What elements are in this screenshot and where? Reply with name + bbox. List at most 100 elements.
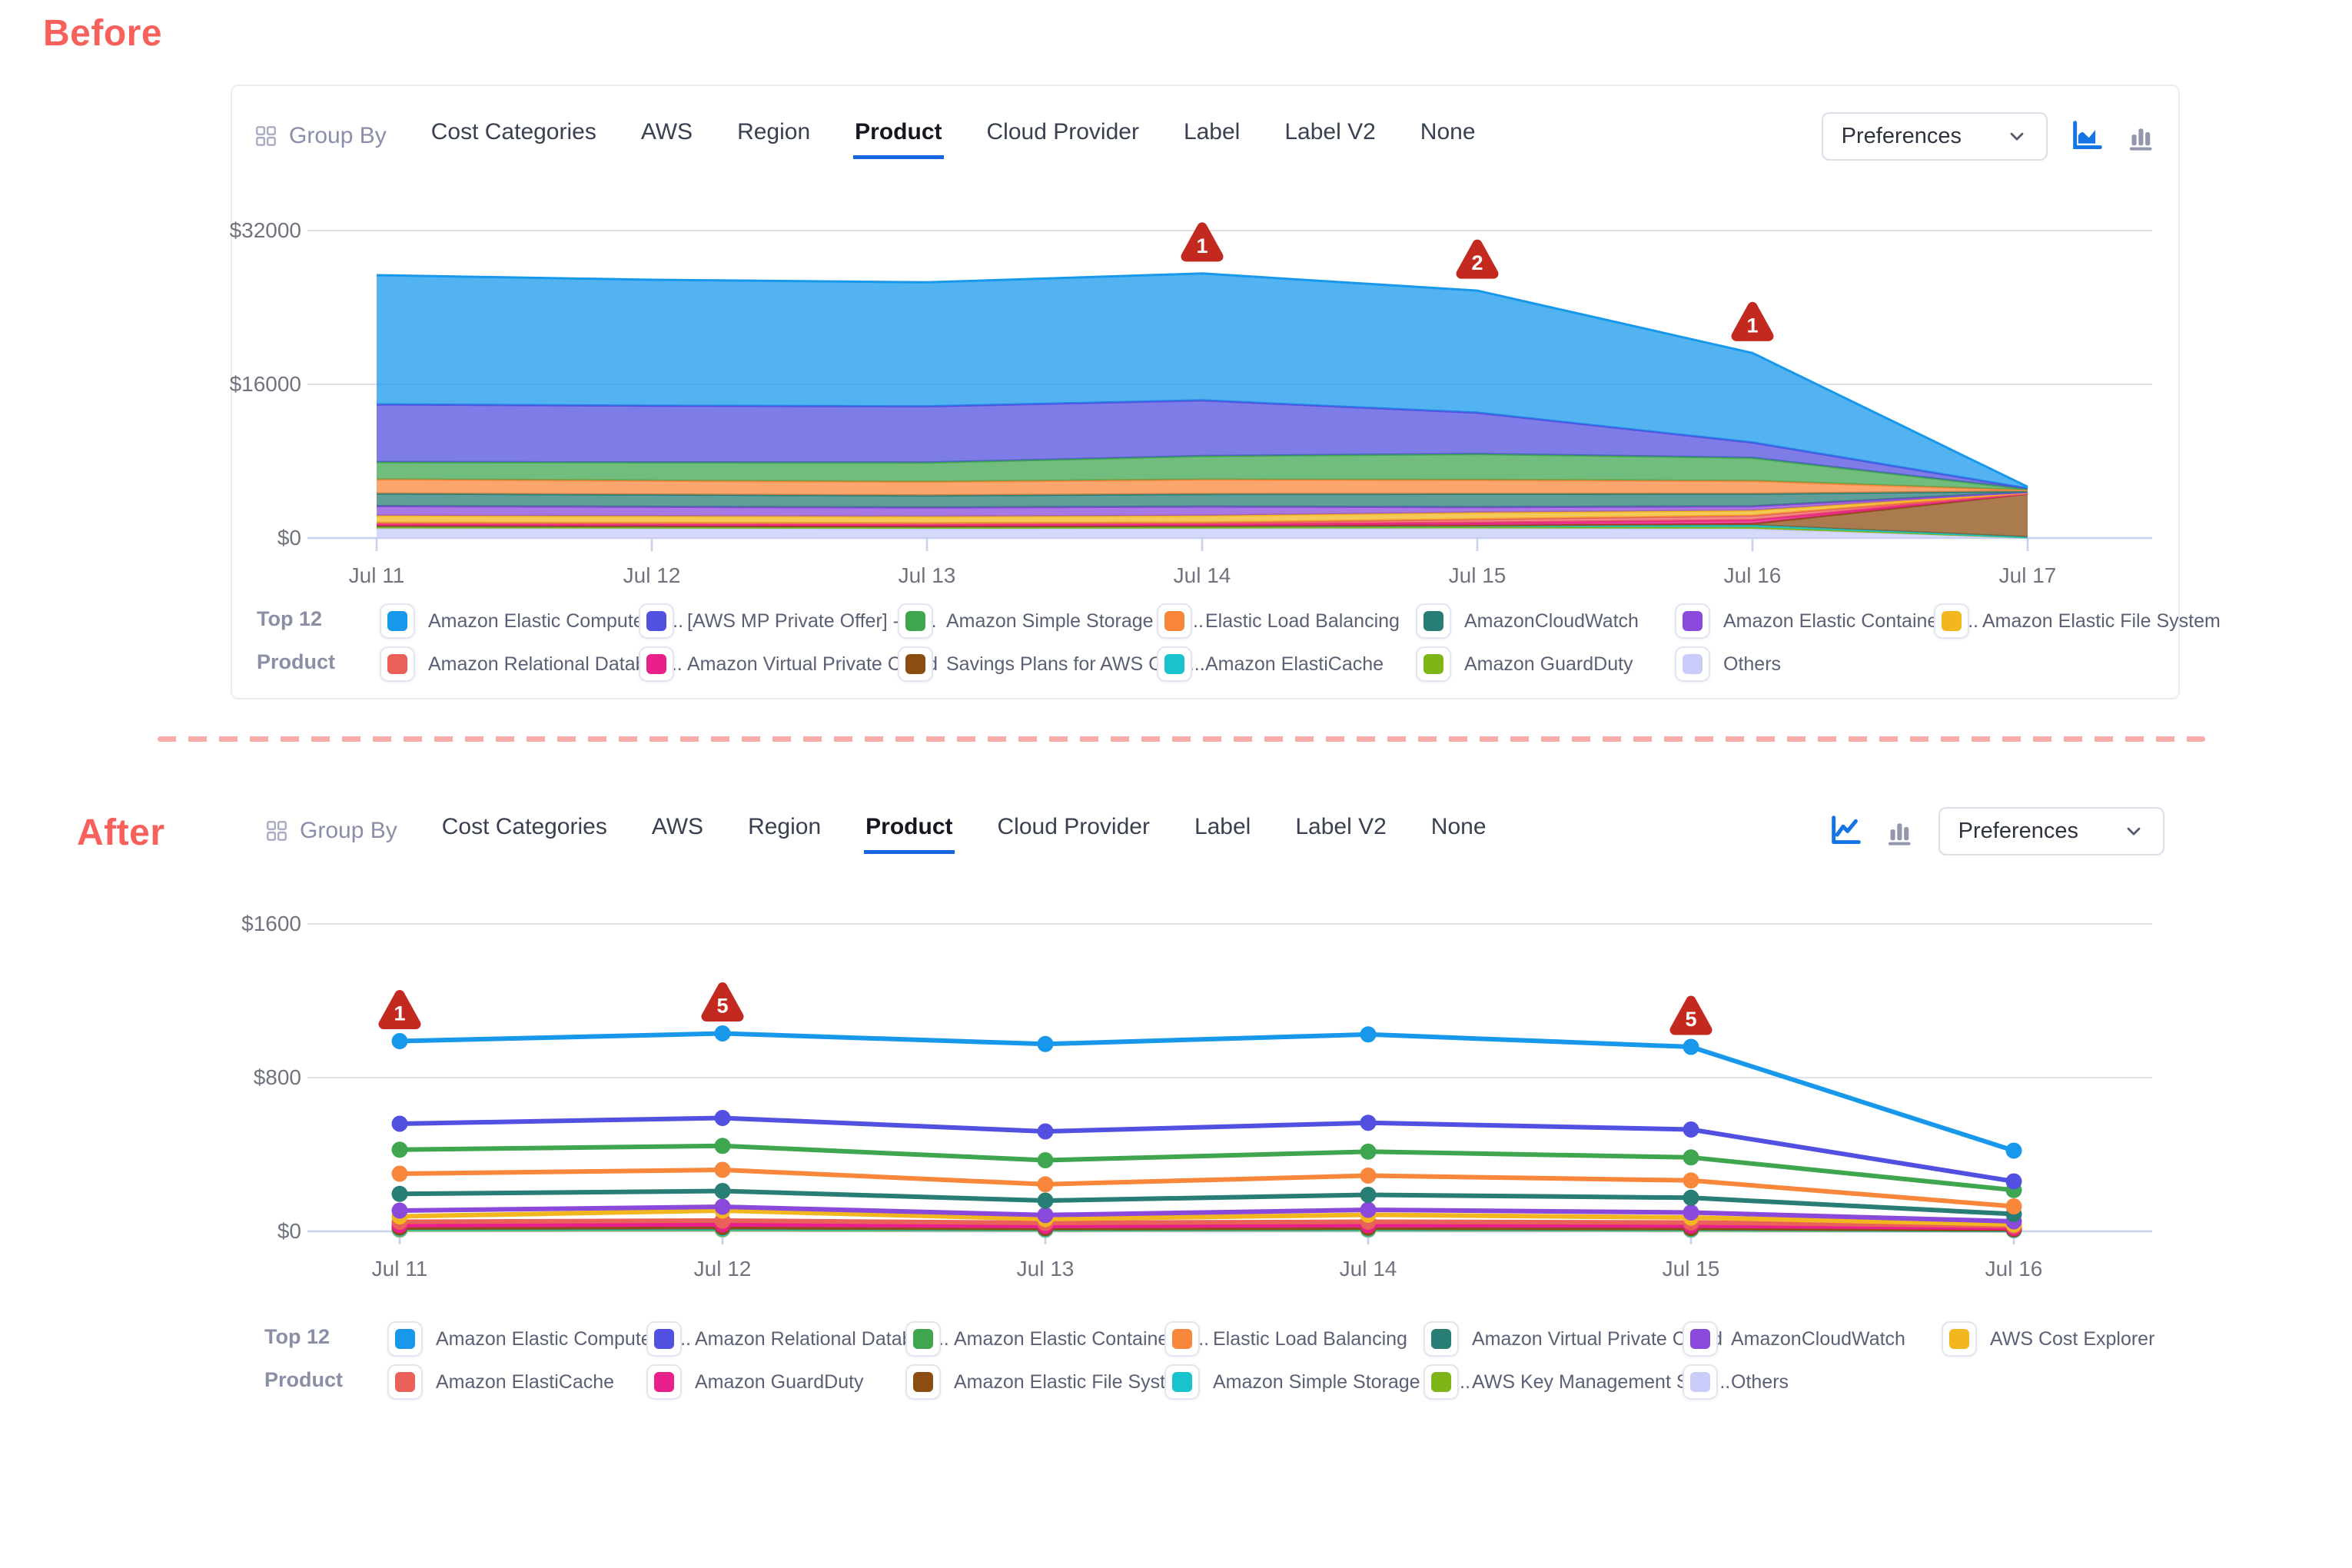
chevron-down-icon bbox=[2006, 125, 2028, 147]
legend-item[interactable]: Amazon ElastiCache bbox=[387, 1360, 646, 1404]
legend-item[interactable]: Others bbox=[1683, 1360, 1942, 1404]
legend-swatch bbox=[380, 646, 415, 682]
tab-aws[interactable]: AWS bbox=[640, 119, 693, 145]
legend-swatch bbox=[387, 1321, 423, 1357]
after-legend: Top 12 Product Amazon Elastic Compute Cl… bbox=[264, 1317, 2201, 1404]
legend-label: AWS Cost Explorer bbox=[1990, 1327, 2155, 1350]
tab-none[interactable]: None bbox=[1430, 814, 1487, 839]
legend-item[interactable]: Amazon Elastic Container S... bbox=[905, 1317, 1209, 1360]
bar-chart-icon[interactable] bbox=[2123, 118, 2158, 154]
group-by-text: Group By bbox=[300, 818, 397, 843]
tab-label-v2[interactable]: Label V2 bbox=[1284, 119, 1376, 145]
legend-item[interactable]: Amazon GuardDuty bbox=[646, 1360, 905, 1404]
chart-type-toggles bbox=[2069, 118, 2158, 154]
tab-cloud-provider[interactable]: Cloud Provider bbox=[986, 119, 1139, 145]
legend-swatch bbox=[1416, 603, 1451, 639]
legend-item[interactable]: Amazon ElastiCache bbox=[1157, 643, 1416, 686]
legend-item[interactable]: [AWS MP Private Offer] - M... bbox=[639, 600, 937, 643]
legend-label: Amazon ElastiCache bbox=[436, 1370, 615, 1393]
legend-label: Amazon ElastiCache bbox=[1205, 653, 1384, 675]
legend-label: Elastic Load Balancing bbox=[1205, 610, 1400, 632]
legend-item[interactable]: Amazon GuardDuty bbox=[1416, 643, 1675, 686]
legend-title-line1: Top 12 bbox=[257, 607, 323, 630]
svg-text:Jul 15: Jul 15 bbox=[1663, 1257, 1720, 1281]
legend-swatch bbox=[898, 603, 933, 639]
tab-region[interactable]: Region bbox=[737, 119, 811, 145]
svg-text:Jul 12: Jul 12 bbox=[694, 1257, 752, 1281]
tab-cost-categories[interactable]: Cost Categories bbox=[441, 814, 607, 839]
legend-item[interactable]: Amazon Elastic Compute Cl... bbox=[380, 600, 683, 643]
legend-item[interactable]: Amazon Simple Storage Ser... bbox=[1164, 1360, 1470, 1404]
preferences-dropdown[interactable]: Preferences bbox=[1821, 111, 2048, 161]
legend-item[interactable]: Amazon Relational Databas... bbox=[380, 643, 683, 686]
legend-title-line2: Product bbox=[264, 1368, 344, 1391]
svg-text:$0: $0 bbox=[277, 1219, 301, 1243]
legend-items: Amazon Elastic Compute Cl... [AWS MP Priv… bbox=[380, 600, 2221, 686]
legend-swatch bbox=[1423, 1321, 1459, 1357]
legend-swatch bbox=[1423, 1364, 1459, 1400]
legend-item[interactable]: Amazon Virtual Private Cloud bbox=[1423, 1317, 1722, 1360]
legend-item[interactable]: Amazon Elastic File System bbox=[905, 1360, 1192, 1404]
svg-text:$1600: $1600 bbox=[241, 912, 301, 935]
bar-chart-icon[interactable] bbox=[1882, 813, 1917, 849]
svg-text:5: 5 bbox=[716, 995, 728, 1018]
group-by-label: Group By bbox=[254, 123, 387, 149]
before-legend: Top 12 Product Amazon Elastic Compute Cl… bbox=[257, 600, 2221, 686]
legend-item[interactable]: Amazon Simple Storage Ser... bbox=[898, 600, 1204, 643]
legend-swatch bbox=[1934, 603, 1969, 639]
tab-region[interactable]: Region bbox=[748, 814, 822, 839]
tab-label[interactable]: Label bbox=[1194, 814, 1251, 839]
svg-text:Jul 14: Jul 14 bbox=[1340, 1257, 1397, 1281]
legend-swatch bbox=[1683, 1364, 1718, 1400]
legend-title-line2: Product bbox=[257, 650, 336, 673]
legend-item[interactable]: Amazon Relational Databas... bbox=[646, 1317, 949, 1360]
svg-text:Jul 11: Jul 11 bbox=[372, 1257, 428, 1281]
legend-title: Top 12 Product bbox=[257, 600, 380, 686]
legend-swatch bbox=[380, 603, 415, 639]
toolbar-right: Preferences bbox=[1828, 806, 2164, 855]
legend-item[interactable]: AWS Cost Explorer bbox=[1942, 1317, 2201, 1360]
legend-item[interactable]: Amazon Virtual Private Cloud bbox=[639, 643, 938, 686]
legend-item[interactable]: Amazon Elastic Compute Cl... bbox=[387, 1317, 691, 1360]
legend-item[interactable]: Elastic Load Balancing bbox=[1164, 1317, 1423, 1360]
legend-item[interactable]: Amazon Elastic Container S... bbox=[1675, 600, 1978, 643]
svg-text:$800: $800 bbox=[254, 1065, 301, 1089]
svg-text:Jul 13: Jul 13 bbox=[1017, 1257, 1075, 1281]
before-after-divider bbox=[158, 736, 2205, 742]
group-by-label: Group By bbox=[264, 818, 397, 844]
tab-cost-categories[interactable]: Cost Categories bbox=[430, 119, 596, 145]
tab-none[interactable]: None bbox=[1420, 119, 1476, 145]
grid-icon bbox=[256, 126, 276, 146]
legend-item[interactable]: Others bbox=[1675, 643, 1934, 686]
tab-cloud-provider[interactable]: Cloud Provider bbox=[997, 814, 1150, 839]
legend-item[interactable]: Savings Plans for AWS Com... bbox=[898, 643, 1205, 686]
legend-item[interactable]: Elastic Load Balancing bbox=[1157, 600, 1416, 643]
tab-product[interactable]: Product bbox=[864, 808, 955, 854]
tab-label[interactable]: Label bbox=[1183, 119, 1241, 145]
tab-product[interactable]: Product bbox=[853, 113, 944, 159]
tab-label-v2[interactable]: Label V2 bbox=[1295, 814, 1387, 839]
legend-swatch bbox=[905, 1321, 941, 1357]
after-toolbar: Group By Cost Categories AWS Region Product… bbox=[264, 804, 2164, 858]
line-chart-icon[interactable] bbox=[1828, 813, 1863, 849]
chevron-down-icon bbox=[2123, 820, 2144, 842]
legend-item[interactable]: Amazon Elastic File System bbox=[1934, 600, 2221, 643]
area-chart-icon[interactable] bbox=[2069, 118, 2105, 154]
preferences-label: Preferences bbox=[1841, 123, 1962, 148]
grid-icon bbox=[267, 821, 287, 841]
legend-swatch bbox=[387, 1364, 423, 1400]
tab-aws[interactable]: AWS bbox=[651, 814, 704, 839]
legend-item[interactable]: AmazonCloudWatch bbox=[1416, 600, 1675, 643]
group-by-text: Group By bbox=[289, 123, 387, 148]
legend-swatch bbox=[1675, 603, 1710, 639]
svg-text:Jul 16: Jul 16 bbox=[1985, 1257, 2043, 1281]
tab-bar: Cost Categories AWS Region Product Cloud Pro… bbox=[430, 113, 1477, 159]
legend-item[interactable]: AmazonCloudWatch bbox=[1683, 1317, 1942, 1360]
legend-swatch bbox=[1416, 646, 1451, 682]
legend-items: Amazon Elastic Compute Cl... Amazon Relat… bbox=[387, 1317, 2201, 1404]
legend-item[interactable]: AWS Key Management Serv... bbox=[1423, 1360, 1730, 1404]
legend-title: Top 12 Product bbox=[264, 1317, 387, 1404]
preferences-dropdown[interactable]: Preferences bbox=[1938, 806, 2164, 855]
chart-type-toggles bbox=[1828, 813, 1917, 849]
